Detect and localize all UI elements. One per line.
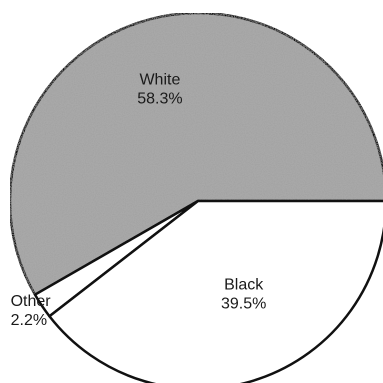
pie-label-value: 58.3% [137, 90, 182, 107]
pie-label-black: Black 39.5% [221, 277, 266, 313]
pie-slice-black [48, 199, 383, 383]
pie-slice-white [8, 11, 383, 296]
pie-label-white: White 58.3% [137, 71, 182, 107]
pie-label-name: Black [224, 277, 264, 294]
pie-label-value: 2.2% [11, 312, 47, 329]
pie-slices [8, 11, 383, 383]
pie-labels: White 58.3% Other 2.2% Black 39.5% [11, 71, 267, 329]
pie-label-name: White [139, 71, 180, 88]
pie-label-value: 39.5% [221, 296, 266, 313]
pie-label-name: Other [11, 293, 52, 310]
pie-label-other: Other 2.2% [11, 293, 52, 329]
